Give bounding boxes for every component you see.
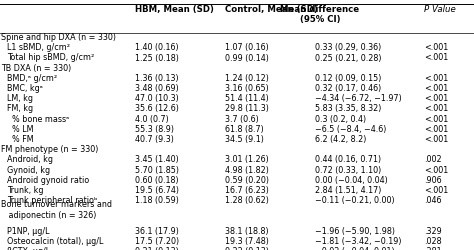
Text: 1.36 (0.13): 1.36 (0.13) — [135, 74, 179, 83]
Text: .906: .906 — [424, 176, 442, 185]
Text: 1.24 (0.12): 1.24 (0.12) — [225, 74, 269, 83]
Text: 0.21 (0.13): 0.21 (0.13) — [135, 247, 179, 250]
Text: HBM, Mean (SD): HBM, Mean (SD) — [135, 5, 214, 14]
Text: % FM: % FM — [12, 135, 34, 144]
Text: <.001: <.001 — [424, 74, 448, 83]
Text: 17.5 (7.20): 17.5 (7.20) — [135, 237, 179, 246]
Text: <.001: <.001 — [424, 115, 448, 124]
Text: FM phenotype (n = 330): FM phenotype (n = 330) — [1, 145, 98, 154]
Text: Gynoid, kg: Gynoid, kg — [7, 166, 50, 175]
Text: 0.60 (0.18): 0.60 (0.18) — [135, 176, 179, 185]
Text: <.001: <.001 — [424, 104, 448, 114]
Text: 3.16 (0.65): 3.16 (0.65) — [225, 84, 269, 93]
Text: FM, kg: FM, kg — [7, 104, 33, 114]
Text: 34.5 (9.1): 34.5 (9.1) — [225, 135, 264, 144]
Text: −4.34 (−6.72, −1.97): −4.34 (−6.72, −1.97) — [315, 94, 402, 103]
Text: Trunk, kg: Trunk, kg — [7, 186, 43, 195]
Text: 40.7 (9.3): 40.7 (9.3) — [135, 135, 174, 144]
Text: 1.18 (0.59): 1.18 (0.59) — [135, 196, 179, 205]
Text: −1.81 (−3.42, −0.19): −1.81 (−3.42, −0.19) — [315, 237, 401, 246]
Text: P Value: P Value — [424, 5, 456, 14]
Text: <.001: <.001 — [424, 54, 448, 62]
Text: 51.4 (11.4): 51.4 (11.4) — [225, 94, 269, 103]
Text: 0.44 (0.16, 0.71): 0.44 (0.16, 0.71) — [315, 156, 382, 164]
Text: 19.3 (7.48): 19.3 (7.48) — [225, 237, 269, 246]
Text: 0.25 (0.21, 0.28): 0.25 (0.21, 0.28) — [315, 54, 382, 62]
Text: Trunk peripheral ratioᵇ: Trunk peripheral ratioᵇ — [7, 196, 97, 205]
Text: P1NP, μg/L: P1NP, μg/L — [7, 227, 49, 236]
Text: Total hip sBMD, g/cm²: Total hip sBMD, g/cm² — [7, 54, 94, 62]
Text: Android, kg: Android, kg — [7, 156, 53, 164]
Text: 5.83 (3.35, 8.32): 5.83 (3.35, 8.32) — [315, 104, 382, 114]
Text: <.001: <.001 — [424, 186, 448, 195]
Text: 38.1 (18.8): 38.1 (18.8) — [225, 227, 269, 236]
Text: 61.8 (8.7): 61.8 (8.7) — [225, 125, 264, 134]
Text: 6.2 (4.2, 8.2): 6.2 (4.2, 8.2) — [315, 135, 366, 144]
Text: 36.1 (17.9): 36.1 (17.9) — [135, 227, 179, 236]
Text: 0.99 (0.14): 0.99 (0.14) — [225, 54, 269, 62]
Text: Control, Mean (SD): Control, Mean (SD) — [225, 5, 318, 14]
Text: 35.6 (12.6): 35.6 (12.6) — [135, 104, 179, 114]
Text: L1 sBMD, g/cm²: L1 sBMD, g/cm² — [7, 43, 70, 52]
Text: 0.22 (0.13): 0.22 (0.13) — [225, 247, 269, 250]
Text: .046: .046 — [424, 196, 442, 205]
Text: βCTX, μg/L: βCTX, μg/L — [7, 247, 50, 250]
Text: 29.8 (11.3): 29.8 (11.3) — [225, 104, 269, 114]
Text: 0.59 (0.20): 0.59 (0.20) — [225, 176, 269, 185]
Text: BMC, kgᵃ: BMC, kgᵃ — [7, 84, 43, 93]
Text: % bone massᵃ: % bone massᵃ — [12, 115, 70, 124]
Text: −0.02 (−0.04, 0.01): −0.02 (−0.04, 0.01) — [315, 247, 395, 250]
Text: −0.11 (−0.21, 0.00): −0.11 (−0.21, 0.00) — [315, 196, 395, 205]
Text: LM, kg: LM, kg — [7, 94, 33, 103]
Text: 2.84 (1.51, 4.17): 2.84 (1.51, 4.17) — [315, 186, 382, 195]
Text: <.001: <.001 — [424, 94, 448, 103]
Text: 47.0 (10.3): 47.0 (10.3) — [135, 94, 179, 103]
Text: 55.3 (8.9): 55.3 (8.9) — [135, 125, 174, 134]
Text: 0.3 (0.2, 0.4): 0.3 (0.2, 0.4) — [315, 115, 366, 124]
Text: <.001: <.001 — [424, 125, 448, 134]
Text: 1.28 (0.62): 1.28 (0.62) — [225, 196, 269, 205]
Text: Bone turnover markers and
   adiponectin (n = 326): Bone turnover markers and adiponectin (n… — [1, 200, 112, 220]
Text: 5.70 (1.85): 5.70 (1.85) — [135, 166, 179, 175]
Text: % LM: % LM — [12, 125, 34, 134]
Text: <.001: <.001 — [424, 43, 448, 52]
Text: Osteocalcin (total), μg/L: Osteocalcin (total), μg/L — [7, 237, 103, 246]
Text: Spine and hip DXA (n = 330): Spine and hip DXA (n = 330) — [1, 33, 116, 42]
Text: <.001: <.001 — [424, 135, 448, 144]
Text: Android gynoid ratio: Android gynoid ratio — [7, 176, 89, 185]
Text: −6.5 (−8.4, −4.6): −6.5 (−8.4, −4.6) — [315, 125, 387, 134]
Text: 19.5 (6.74): 19.5 (6.74) — [135, 186, 179, 195]
Text: 0.33 (0.29, 0.36): 0.33 (0.29, 0.36) — [315, 43, 382, 52]
Text: <.001: <.001 — [424, 84, 448, 93]
Text: <.001: <.001 — [424, 166, 448, 175]
Text: TB DXA (n = 330): TB DXA (n = 330) — [1, 64, 71, 73]
Text: 16.7 (6.23): 16.7 (6.23) — [225, 186, 269, 195]
Text: 4.0 (0.7): 4.0 (0.7) — [135, 115, 169, 124]
Text: 0.32 (0.17, 0.46): 0.32 (0.17, 0.46) — [315, 84, 382, 93]
Text: 1.40 (0.16): 1.40 (0.16) — [135, 43, 179, 52]
Text: 3.48 (0.69): 3.48 (0.69) — [135, 84, 179, 93]
Text: 0.12 (0.09, 0.15): 0.12 (0.09, 0.15) — [315, 74, 382, 83]
Text: 4.98 (1.82): 4.98 (1.82) — [225, 166, 269, 175]
Text: BMD,ᵃ g/cm²: BMD,ᵃ g/cm² — [7, 74, 57, 83]
Text: 0.00 (−0.04, 0.04): 0.00 (−0.04, 0.04) — [315, 176, 388, 185]
Text: 3.7 (0.6): 3.7 (0.6) — [225, 115, 259, 124]
Text: Mean difference
(95% CI): Mean difference (95% CI) — [281, 5, 359, 24]
Text: −1.96 (−5.90, 1.98): −1.96 (−5.90, 1.98) — [315, 227, 395, 236]
Text: .281: .281 — [424, 247, 442, 250]
Text: 1.07 (0.16): 1.07 (0.16) — [225, 43, 269, 52]
Text: 3.01 (1.26): 3.01 (1.26) — [225, 156, 269, 164]
Text: .002: .002 — [424, 156, 442, 164]
Text: 0.72 (0.33, 1.10): 0.72 (0.33, 1.10) — [315, 166, 382, 175]
Text: 1.25 (0.18): 1.25 (0.18) — [135, 54, 179, 62]
Text: .329: .329 — [424, 227, 442, 236]
Text: .028: .028 — [424, 237, 442, 246]
Text: 3.45 (1.40): 3.45 (1.40) — [135, 156, 179, 164]
